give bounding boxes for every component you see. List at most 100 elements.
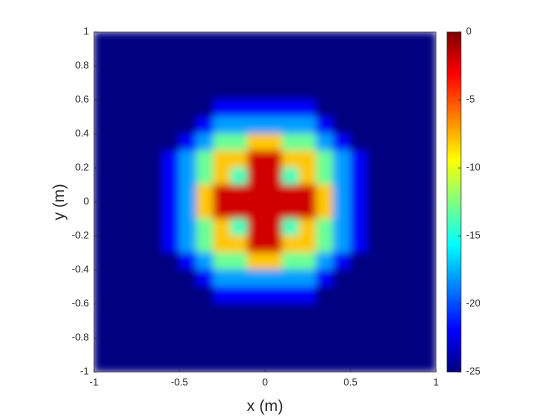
heatmap-cell — [350, 201, 369, 220]
heatmap-cell — [110, 116, 129, 135]
heatmap-cell — [144, 82, 163, 101]
heatmap-cell — [281, 218, 300, 237]
heatmap-cell — [418, 320, 436, 339]
heatmap-cell — [315, 116, 334, 135]
heatmap-cell — [418, 184, 436, 203]
heatmap-cell — [94, 133, 112, 152]
heatmap-cell — [127, 150, 146, 169]
heatmap-cell — [367, 320, 386, 339]
heatmap-cell — [161, 218, 180, 237]
heatmap-cell — [127, 303, 146, 322]
heatmap-cell — [127, 65, 146, 84]
heatmap-cell — [264, 167, 283, 186]
heatmap-cell — [247, 235, 266, 254]
heatmap-cell — [281, 133, 300, 152]
heatmap-cell — [247, 303, 266, 322]
heatmap-cell — [367, 116, 386, 135]
heatmap-cell — [332, 150, 351, 169]
heatmap-cell — [144, 286, 163, 305]
heatmap-cell — [161, 235, 180, 254]
heatmap-cell — [384, 303, 403, 322]
heatmap-cell — [94, 252, 112, 271]
heatmap-cell — [315, 218, 334, 237]
heatmap-cell — [127, 218, 146, 237]
heatmap-cell — [110, 320, 129, 339]
heatmap-cell — [298, 337, 317, 356]
heatmap-cell — [247, 167, 266, 186]
heatmap-cell — [196, 150, 215, 169]
heatmap-cell — [418, 354, 436, 372]
heatmap-cell — [350, 82, 369, 101]
heatmap-cell — [401, 133, 420, 152]
heatmap-cell — [350, 354, 369, 372]
y-tick-label: -0.8 — [72, 333, 90, 344]
heatmap-cell — [264, 82, 283, 101]
heatmap-cell — [401, 337, 420, 356]
heatmap-cell — [281, 184, 300, 203]
heatmap-cell — [94, 99, 112, 118]
heatmap-cell — [315, 65, 334, 84]
y-tick-label: 1 — [83, 27, 89, 38]
heatmap-cell — [350, 48, 369, 67]
heatmap-cell — [127, 116, 146, 135]
heatmap-cell — [196, 48, 215, 67]
heatmap-cell — [298, 133, 317, 152]
heatmap-cell — [384, 48, 403, 67]
heatmap-cell — [127, 82, 146, 101]
heatmap-cell — [247, 354, 266, 372]
heatmap-cell — [196, 99, 215, 118]
heatmap-cell — [350, 337, 369, 356]
heatmap-cell — [161, 133, 180, 152]
heatmap-cell — [332, 65, 351, 84]
heatmap-cell — [281, 65, 300, 84]
heatmap-cell — [179, 150, 198, 169]
heatmap-cell — [213, 286, 232, 305]
heatmap-cell — [144, 150, 163, 169]
heatmap-cell — [298, 201, 317, 220]
heatmap-cell — [401, 218, 420, 237]
heatmap-cell — [384, 252, 403, 271]
heatmap-cell — [230, 303, 249, 322]
heatmap-cell — [196, 82, 215, 101]
heatmap-cell — [196, 252, 215, 271]
heatmap-cell — [179, 337, 198, 356]
heatmap-cell — [298, 48, 317, 67]
heatmap-cell — [315, 269, 334, 288]
heatmap-cell — [298, 320, 317, 339]
y-tick-label: 0.8 — [75, 61, 89, 72]
heatmap-cell — [110, 286, 129, 305]
heatmap-cell — [418, 167, 436, 186]
heatmap-cell — [298, 235, 317, 254]
heatmap-cell — [367, 269, 386, 288]
heatmap-cell — [264, 303, 283, 322]
colorbar-tick-label: -20 — [466, 299, 481, 310]
heatmap-cell — [332, 286, 351, 305]
heatmap-cell — [196, 235, 215, 254]
heatmap-cell — [110, 32, 129, 50]
heatmap-cell — [247, 48, 266, 67]
heatmap-cell — [127, 167, 146, 186]
heatmap-cell — [127, 354, 146, 372]
heatmap-cell — [144, 99, 163, 118]
heatmap-cell — [332, 167, 351, 186]
heatmap-cell — [161, 252, 180, 271]
heatmap-cell — [418, 269, 436, 288]
heatmap-cell — [247, 184, 266, 203]
heatmap-cell — [213, 252, 232, 271]
heatmap-cell — [281, 320, 300, 339]
colorbar-tick-label: -25 — [466, 367, 481, 378]
heatmap-cell — [230, 32, 249, 50]
heatmap-cell — [179, 167, 198, 186]
heatmap-cell — [315, 337, 334, 356]
heatmap-cell — [247, 133, 266, 152]
heatmap-cell — [350, 286, 369, 305]
heatmap-cell — [110, 269, 129, 288]
heatmap-cell — [196, 218, 215, 237]
heatmap-cell — [384, 133, 403, 152]
heatmap-cell — [94, 116, 112, 135]
heatmap-cell — [401, 354, 420, 372]
heatmap-cell — [179, 354, 198, 372]
heatmap-cell — [94, 150, 112, 169]
heatmap-cell — [281, 116, 300, 135]
